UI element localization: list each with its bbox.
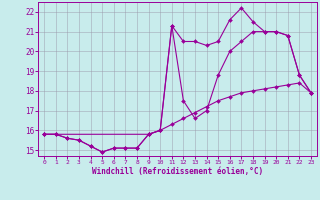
X-axis label: Windchill (Refroidissement éolien,°C): Windchill (Refroidissement éolien,°C) [92, 167, 263, 176]
